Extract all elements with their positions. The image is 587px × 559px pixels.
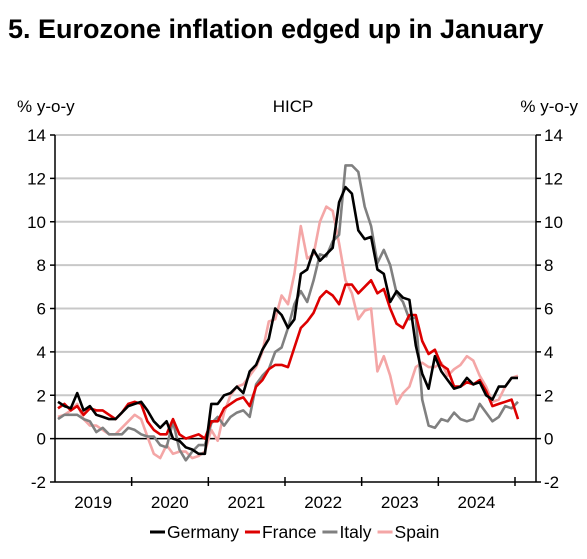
y-tick-label-right: 8 — [544, 256, 553, 275]
series-line-italy — [57, 164, 519, 462]
series-lines — [57, 164, 520, 462]
y-ticks-right: -2 0 2 4 6 8 10 12 14 — [544, 126, 563, 492]
y-tick-label-right: -2 — [544, 473, 559, 492]
y-tick-label-right: 2 — [544, 386, 553, 405]
y-tick-label-left: 10 — [27, 213, 46, 232]
series-line-germany — [57, 185, 518, 456]
legend: Germany France Italy Spain — [150, 522, 439, 542]
x-tick-label: 2019 — [74, 493, 112, 512]
x-tick-label: 2022 — [304, 493, 342, 512]
y-ticks-left: -2 0 2 4 6 8 10 12 14 — [27, 126, 46, 492]
legend-label-germany: Germany — [167, 522, 239, 542]
y-tick-label-right: 6 — [544, 300, 553, 319]
series-line-france — [57, 278, 520, 440]
x-tick-label: 2023 — [381, 493, 419, 512]
axes — [50, 134, 541, 486]
y-axis-label-left: % y-o-y — [17, 97, 75, 116]
x-tick-label: 2024 — [458, 493, 496, 512]
y-tick-label-right: 10 — [544, 213, 563, 232]
x-tick-label: 2020 — [151, 493, 189, 512]
y-axis-label-right: % y-o-y — [520, 97, 578, 116]
legend-label-spain: Spain — [395, 522, 440, 542]
y-tick-label-right: 4 — [544, 343, 553, 362]
y-tick-label-left: 8 — [37, 256, 46, 275]
legend-label-france: France — [262, 522, 316, 542]
y-tick-label-left: 4 — [37, 343, 46, 362]
y-tick-label-left: 0 — [37, 430, 46, 449]
y-tick-label-left: 12 — [27, 169, 46, 188]
y-tick-label-right: 12 — [544, 169, 563, 188]
y-tick-label-right: 0 — [544, 430, 553, 449]
chart-subtitle: HICP — [273, 97, 314, 116]
y-tick-label-left: 6 — [37, 300, 46, 319]
y-tick-label-left: 14 — [27, 126, 46, 145]
x-tick-label: 2021 — [228, 493, 266, 512]
y-tick-label-left: 2 — [37, 386, 46, 405]
legend-label-italy: Italy — [339, 522, 371, 542]
y-tick-label-left: -2 — [31, 473, 46, 492]
chart-title: 5. Eurozone inflation edged up in Januar… — [8, 14, 544, 44]
y-tick-label-right: 14 — [544, 126, 563, 145]
x-ticks: 2019 2020 2021 2022 2023 2024 — [74, 493, 495, 512]
